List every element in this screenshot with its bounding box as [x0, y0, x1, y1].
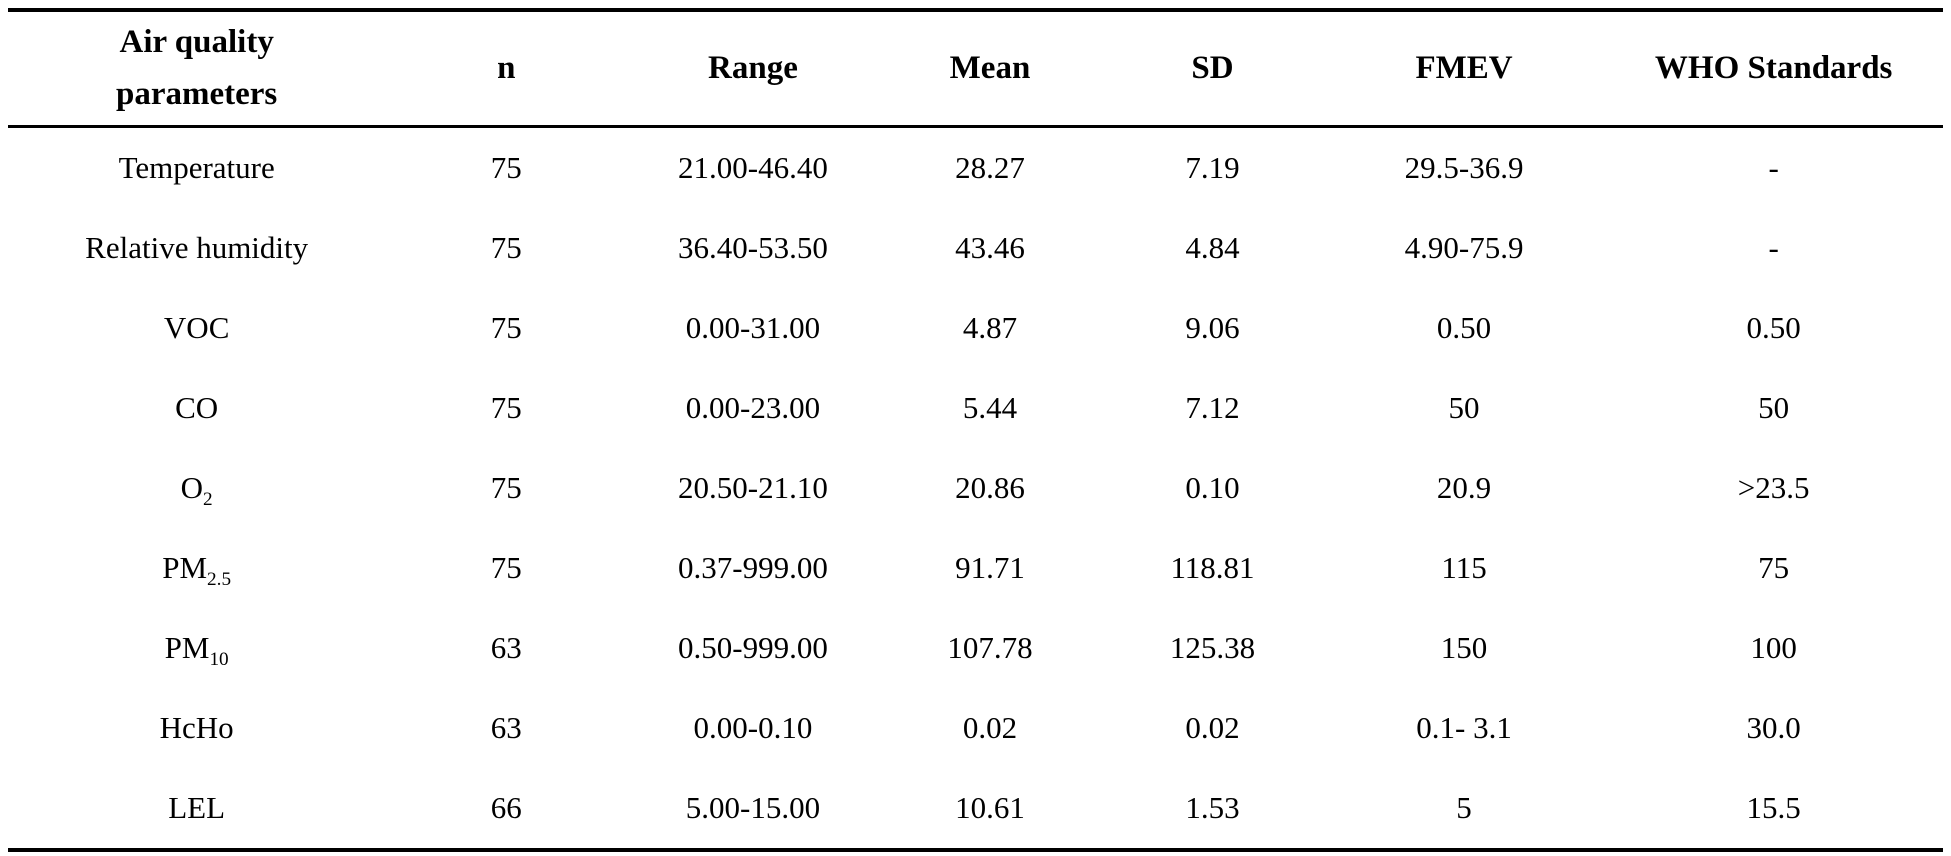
cell-fmev: 115 [1441, 550, 1487, 585]
cell-range: 5.00-15.00 [685, 790, 821, 825]
table-row-voc: VOC 75 0.00-31.00 4.87 9.06 0.50 0.50 [8, 288, 1943, 368]
cell-mean: 28.27 [955, 150, 1025, 185]
table-row-pm25: PM2.5 75 0.37-999.00 91.71 118.81 115 75 [8, 528, 1943, 608]
table-row-hcho: HcHo 63 0.00-0.10 0.02 0.02 0.1- 3.1 30.… [8, 688, 1943, 768]
cell-who: - [1768, 230, 1779, 265]
table-row-pm10: PM10 63 0.50-999.00 107.78 125.38 150 10… [8, 608, 1943, 688]
header-row: Air quality parameters n Range Mean SD F… [8, 10, 1943, 128]
param-label: Temperature [118, 150, 275, 185]
cell-mean: 4.87 [962, 310, 1018, 345]
cell-sd: 0.10 [1185, 470, 1240, 505]
cell-who: 30.0 [1746, 710, 1801, 745]
cell-param: VOC [8, 288, 385, 368]
cell-mean: 10.61 [955, 790, 1025, 825]
cell-sd: 118.81 [1170, 550, 1255, 585]
col-header-range: Range [627, 10, 879, 128]
cell-n: 75 [490, 150, 522, 185]
cell-fmev: 0.1- 3.1 [1416, 710, 1512, 745]
col-header-mean: Mean [878, 10, 1102, 128]
table-row-lel: LEL 66 5.00-15.00 10.61 1.53 5 15.5 [8, 768, 1943, 850]
cell-n: 75 [490, 390, 522, 425]
cell-range: 0.50-999.00 [678, 630, 828, 665]
cell-mean: 5.44 [962, 390, 1018, 425]
cell-mean: 107.78 [947, 630, 1033, 665]
cell-range: 0.37-999.00 [678, 550, 828, 585]
cell-who: 15.5 [1746, 790, 1801, 825]
cell-range: 21.00-46.40 [678, 150, 828, 185]
cell-fmev: 20.9 [1436, 470, 1492, 505]
cell-param: HcHo [8, 688, 385, 768]
cell-param: CO [8, 368, 385, 448]
cell-mean: 0.02 [962, 710, 1018, 745]
cell-n: 63 [490, 630, 522, 665]
param-label: VOC [163, 310, 230, 345]
col-header-n: n [385, 10, 628, 128]
param-label: O [180, 470, 204, 505]
cell-sd: 4.84 [1185, 230, 1240, 265]
cell-sd: 9.06 [1185, 310, 1240, 345]
cell-param: Temperature [8, 127, 385, 209]
cell-mean: 43.46 [955, 230, 1025, 265]
cell-n: 75 [490, 470, 522, 505]
cell-who: - [1768, 150, 1779, 185]
cell-mean: 20.86 [955, 470, 1025, 505]
col-header-parameters-label: Air quality parameters [116, 24, 278, 112]
col-header-sd: SD [1101, 10, 1324, 128]
param-label: Relative humidity [85, 230, 309, 265]
cell-mean: 91.71 [955, 550, 1025, 585]
cell-fmev: 4.90-75.9 [1404, 230, 1524, 265]
cell-range: 0.00-23.00 [685, 390, 821, 425]
cell-sd: 7.19 [1185, 150, 1240, 185]
cell-who: >23.5 [1737, 470, 1810, 505]
cell-fmev: 150 [1440, 630, 1488, 665]
cell-range: 20.50-21.10 [678, 470, 828, 505]
param-label: HcHo [159, 710, 234, 745]
cell-who: 50 [1758, 390, 1790, 425]
cell-sd: 1.53 [1185, 790, 1240, 825]
cell-fmev: 50 [1448, 390, 1480, 425]
cell-range: 0.00-0.10 [693, 710, 813, 745]
cell-fmev: 5 [1456, 790, 1472, 825]
cell-n: 63 [490, 710, 522, 745]
param-label: PM [162, 550, 208, 585]
cell-param: O2 [8, 448, 385, 528]
table-body: Temperature 75 21.00-46.40 28.27 7.19 29… [8, 127, 1943, 851]
cell-n: 75 [490, 310, 522, 345]
cell-sd: 125.38 [1169, 630, 1256, 665]
table-row-o2: O2 75 20.50-21.10 20.86 0.10 20.9 >23.5 [8, 448, 1943, 528]
col-header-who-standards: WHO Standards [1604, 10, 1943, 128]
param-label: LEL [168, 790, 226, 825]
param-subscript: 2 [203, 489, 213, 511]
cell-param: LEL [8, 768, 385, 850]
cell-sd: 0.02 [1185, 710, 1240, 745]
cell-param: PM10 [8, 608, 385, 688]
cell-range: 36.40-53.50 [678, 230, 828, 265]
cell-sd: 7.12 [1185, 390, 1240, 425]
cell-who: 75 [1758, 550, 1790, 585]
cell-param: Relative humidity [8, 208, 385, 288]
air-quality-statistics-table: Air quality parameters n Range Mean SD F… [8, 8, 1943, 852]
table-row-relative-humidity: Relative humidity 75 36.40-53.50 43.46 4… [8, 208, 1943, 288]
param-subscript: 10 [209, 649, 229, 671]
cell-fmev: 29.5-36.9 [1404, 150, 1524, 185]
table-header: Air quality parameters n Range Mean SD F… [8, 10, 1943, 128]
cell-range: 0.00-31.00 [685, 310, 821, 345]
col-header-parameters: Air quality parameters [8, 10, 386, 128]
cell-param: PM2.5 [8, 528, 385, 608]
cell-n: 75 [490, 230, 522, 265]
cell-n: 75 [490, 550, 522, 585]
cell-who: 0.50 [1746, 310, 1801, 345]
table-row-co: CO 75 0.00-23.00 5.44 7.12 50 50 [8, 368, 1943, 448]
table-row-temperature: Temperature 75 21.00-46.40 28.27 7.19 29… [8, 127, 1943, 209]
param-label: CO [175, 390, 219, 425]
cell-n: 66 [490, 790, 522, 825]
cell-fmev: 0.50 [1436, 310, 1492, 345]
param-subscript: 2.5 [207, 569, 232, 591]
param-label: PM [164, 630, 210, 665]
col-header-fmev: FMEV [1323, 10, 1605, 128]
cell-who: 100 [1750, 630, 1797, 665]
